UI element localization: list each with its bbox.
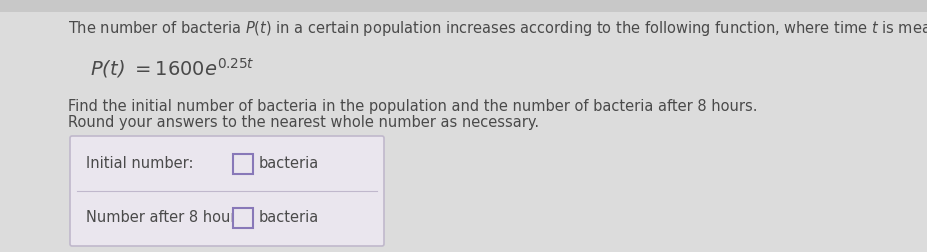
Text: Find the initial number of bacteria in the population and the number of bacteria: Find the initial number of bacteria in t…: [68, 99, 757, 113]
FancyBboxPatch shape: [233, 154, 253, 174]
FancyBboxPatch shape: [233, 208, 253, 228]
Text: Number after 8 hours:: Number after 8 hours:: [86, 210, 249, 226]
Text: Initial number:: Initial number:: [86, 156, 194, 172]
Bar: [0, 0, 927, 12]
Text: bacteria: bacteria: [259, 210, 319, 226]
Text: Round your answers to the nearest whole number as necessary.: Round your answers to the nearest whole …: [68, 114, 540, 130]
Text: bacteria: bacteria: [259, 156, 319, 172]
FancyBboxPatch shape: [70, 136, 384, 246]
Text: The number of bacteria $P$($t$) in a certain population increases according to t: The number of bacteria $P$($t$) in a cer…: [68, 18, 927, 38]
Text: $P$($t$) $= 1600e^{0.25t}$: $P$($t$) $= 1600e^{0.25t}$: [90, 56, 255, 80]
